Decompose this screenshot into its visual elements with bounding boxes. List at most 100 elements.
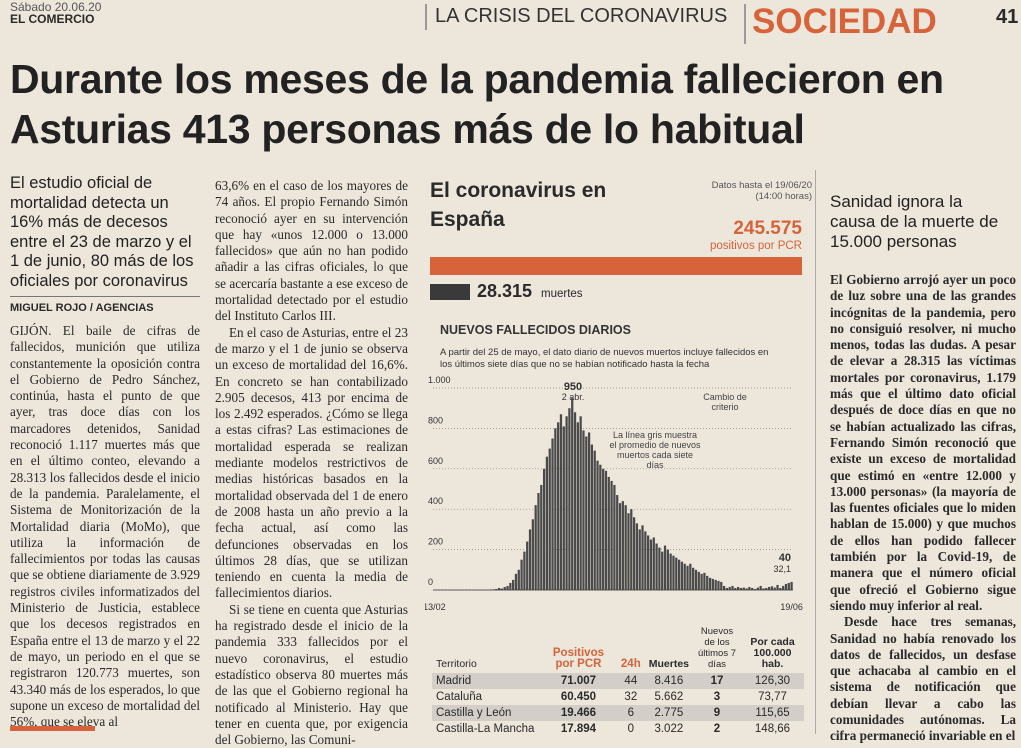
bar [546, 457, 548, 590]
bar [610, 481, 612, 590]
bar [737, 587, 739, 590]
bar [785, 584, 787, 590]
bar [661, 552, 663, 590]
cell: 9 [693, 705, 741, 721]
bar [678, 560, 680, 590]
bar [622, 501, 624, 590]
deaths-bar [430, 284, 470, 300]
x-tick-label: 13/02 [425, 602, 446, 612]
bar [605, 471, 607, 590]
sidebar-title: Sanidad ignora la causa de la muerte de … [830, 192, 1010, 252]
bar [526, 542, 528, 590]
cell: 126,30 [741, 673, 804, 689]
bar [700, 574, 702, 590]
bar [658, 548, 660, 590]
rule [10, 726, 95, 731]
bar [692, 568, 694, 590]
bar [709, 578, 711, 590]
bar [667, 550, 669, 590]
y-tick-label: 400 [428, 496, 443, 506]
positives: 245.575 [650, 218, 802, 240]
bar [703, 573, 705, 590]
bar [515, 574, 517, 590]
bar [653, 537, 655, 590]
bar [664, 546, 666, 590]
bar [655, 544, 657, 590]
cell: 3 [693, 689, 741, 705]
annotation: 32,1 [773, 564, 791, 574]
section: SOCIEDAD [752, 2, 937, 42]
bar [748, 587, 750, 590]
rule [10, 296, 200, 297]
deaths-label: muertes [541, 288, 583, 300]
header-cell: Territorio [432, 626, 540, 673]
bar [529, 529, 531, 590]
cell: Madrid [432, 673, 540, 689]
paragraph: GIJÓN. El baile de cifras de fallecidos,… [10, 323, 200, 730]
bar [639, 529, 641, 590]
bar [532, 519, 534, 590]
bar [695, 570, 697, 590]
bar [591, 445, 593, 590]
bar [731, 586, 733, 590]
headline: Durante los meses de la pandemia falleci… [10, 54, 1000, 154]
page-number: 41 [996, 6, 1018, 29]
bar [537, 493, 539, 590]
header-cell: 24h [617, 626, 645, 673]
rule [815, 170, 816, 734]
bar [706, 576, 708, 590]
bar [720, 582, 722, 590]
bar [509, 583, 511, 590]
cell: 115,65 [741, 705, 804, 721]
bar [650, 540, 652, 591]
bar [582, 430, 584, 590]
bar [641, 525, 643, 590]
cell: 6 [617, 705, 645, 721]
bar [715, 580, 717, 590]
column: 63,6% en el caso de los mayores de 74 añ… [215, 178, 408, 748]
bar [580, 416, 582, 590]
deaths: 28.315 [477, 281, 532, 302]
bar [540, 485, 542, 590]
annotation: 2 abr. [562, 392, 585, 402]
bar [684, 564, 686, 590]
info-title: El coronavirus en España [430, 176, 630, 234]
header-cell: Nuevos de los últimos 7 días [693, 626, 741, 673]
positives-bar [430, 257, 802, 275]
paragraph: En el caso de Asturias, entre el 23 de m… [215, 325, 408, 602]
bar [560, 414, 562, 590]
bar [771, 586, 773, 590]
bar [633, 517, 635, 590]
y-tick-label: 600 [428, 456, 443, 466]
cell: Castilla-La Mancha [432, 721, 540, 737]
cell: 71.007 [540, 673, 617, 689]
bar [588, 432, 590, 590]
bar [504, 587, 506, 590]
bar [717, 581, 719, 590]
cell: 5.662 [645, 689, 693, 705]
paragraph: 63,6% en el caso de los mayores de 74 añ… [215, 178, 408, 325]
bar [523, 552, 525, 590]
bar [675, 558, 677, 590]
column: El Gobierno arrojó ayer un poco de luz s… [830, 272, 1016, 745]
bar [644, 531, 646, 590]
bar [616, 495, 618, 590]
bar [577, 422, 579, 590]
bar [670, 554, 672, 590]
bar [698, 572, 700, 590]
bar [788, 583, 790, 590]
bar [574, 412, 576, 590]
bar [729, 587, 731, 590]
header-cell: Positivos por PCR [540, 626, 617, 673]
paragraph: Si se tiene en cuenta que Asturias ha re… [215, 602, 408, 748]
bar [625, 505, 627, 590]
cell: 3.022 [645, 721, 693, 737]
bar [686, 566, 688, 590]
paragraph: El Gobierno arrojó ayer un poco de luz s… [830, 272, 1016, 614]
subtitle: El estudio oficial de mortalidad detecta… [10, 174, 205, 291]
y-tick-label: 800 [428, 415, 443, 425]
